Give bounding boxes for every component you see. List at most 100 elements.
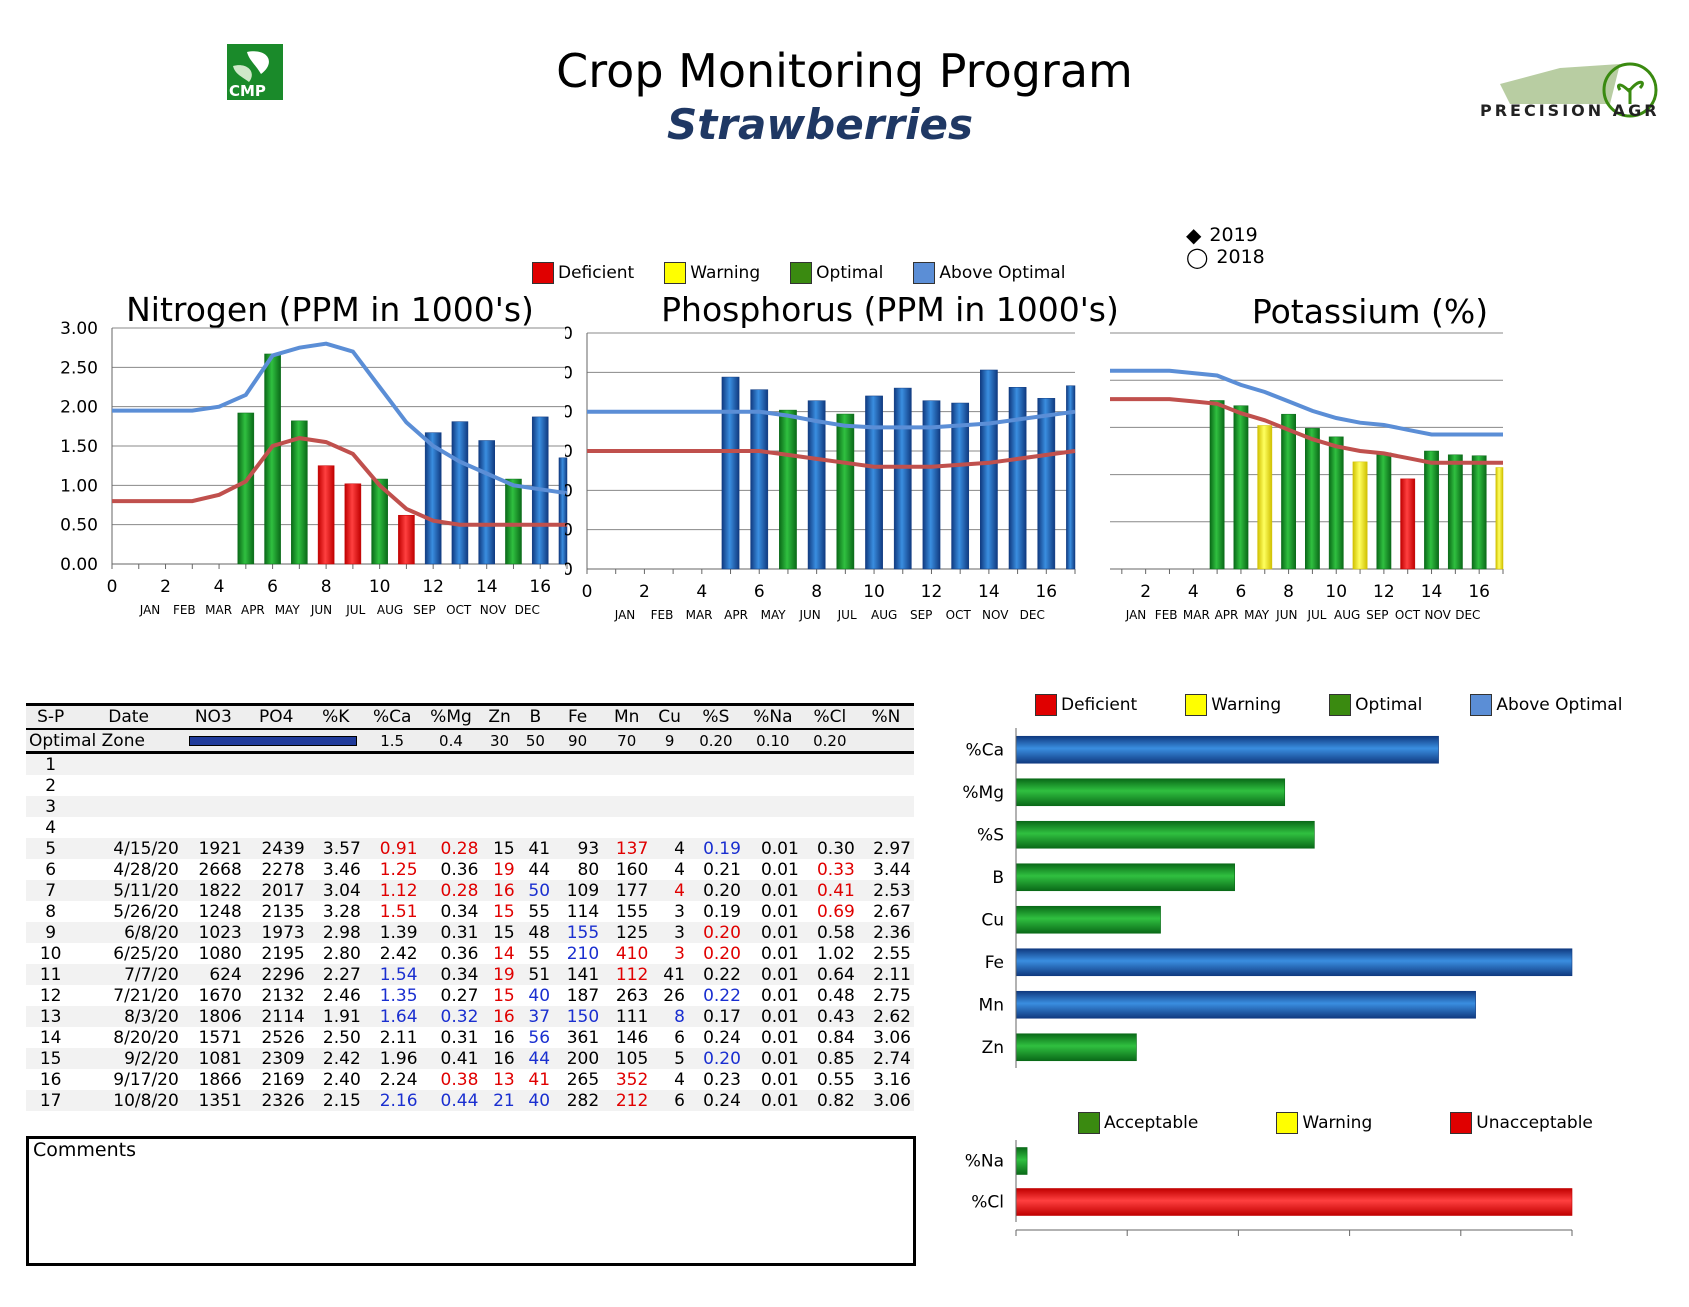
table-cell: 4 <box>674 859 685 880</box>
comments-box[interactable]: Comments <box>26 1136 916 1266</box>
table-cell <box>688 775 744 796</box>
comments-label: Comments <box>33 1139 136 1161</box>
bar <box>1037 398 1056 570</box>
table-cell: 1.25 <box>379 859 418 880</box>
table-cell: 0.82 <box>801 1090 858 1111</box>
table-cell: 0.64 <box>801 964 858 985</box>
legend-item: Warning <box>664 262 760 284</box>
column-header: %S <box>687 703 744 730</box>
hbar <box>1015 735 1439 764</box>
table-cell: 0.01 <box>760 1069 799 1090</box>
x-tick-label: 6 <box>754 582 765 602</box>
bar <box>1209 400 1225 570</box>
table-row: 5 4/15/20 1921 2439 3.57 0.91 0.28 15 41 93 137 4 0.… <box>26 838 914 859</box>
table-cell: 4 <box>651 838 688 859</box>
table-cell: 5/26/20 <box>113 901 179 922</box>
optimal-zone-value: 0.10 <box>743 729 802 754</box>
table-cell: 0.22 <box>687 964 744 985</box>
bar <box>478 440 495 565</box>
table-cell: 0.27 <box>440 985 479 1006</box>
table-cell: 2.46 <box>322 985 361 1006</box>
legend-label: Optimal <box>816 263 884 283</box>
sample-number: 14 <box>39 1027 62 1048</box>
optimal-zone-value <box>857 729 914 754</box>
leaf-icon: CMP <box>229 51 269 100</box>
sample-number: 17 <box>26 1090 76 1111</box>
table-cell <box>602 796 652 817</box>
bar-label: %Na <box>965 1152 1004 1172</box>
table-cell: 0.20 <box>703 943 741 964</box>
hbar <box>1015 863 1235 892</box>
column-header: Mn <box>602 703 652 730</box>
bar <box>371 478 388 565</box>
x-tick-label: 0 <box>582 582 593 602</box>
table-cell: 1921 <box>181 838 245 859</box>
table-cell: 15 <box>481 922 518 943</box>
table-cell: 210 <box>566 943 600 964</box>
sample-number: 11 <box>26 964 76 985</box>
y-tick-label: 1.00 <box>565 481 573 501</box>
y-tick-label: 0.00 <box>60 555 98 575</box>
table-cell: 55 <box>528 901 551 922</box>
table-cell: 80 <box>577 859 600 880</box>
table-cell: 2.98 <box>307 922 364 943</box>
table-cell: 0.01 <box>760 901 799 922</box>
table-cell <box>651 775 688 796</box>
x-tick-label: 4 <box>214 577 225 597</box>
table-row: 11 7/7/20 624 2296 2.27 1.54 0.34 19 51 141 112 41 0… <box>26 964 914 985</box>
table-cell: 0.01 <box>743 964 802 985</box>
table-cell: 2.53 <box>857 880 914 901</box>
table-cell <box>182 817 245 838</box>
bar <box>1008 387 1027 570</box>
table-cell: 2.97 <box>857 838 914 859</box>
table-cell: 624 <box>181 964 245 985</box>
table-cell: 0.22 <box>703 985 741 1006</box>
table-cell: 4/15/20 <box>75 838 182 859</box>
optimal-zone-label: Optimal Zone <box>26 729 182 754</box>
table-cell: 1351 <box>181 1090 245 1111</box>
table-cell: 0.30 <box>801 838 858 859</box>
nitrogen-chart-title: Nitrogen (PPM in 1000's) <box>126 290 534 329</box>
table-row: 14 8/20/20 1571 2526 2.50 2.11 0.31 16 56 361 146 6… <box>26 1027 914 1048</box>
table-cell <box>518 775 553 796</box>
bar <box>893 387 912 570</box>
table-row: 3 <box>26 796 914 817</box>
table-cell: 56 <box>528 1027 551 1048</box>
bar <box>237 412 255 565</box>
column-header: PO4 <box>244 703 308 730</box>
legend-item: Acceptable <box>1078 1112 1198 1134</box>
table-cell: 2.16 <box>363 1090 421 1111</box>
month-label: MAY <box>275 603 301 617</box>
optimal-zone-value: 0.4 <box>420 729 482 754</box>
table-cell: 0.69 <box>816 901 855 922</box>
column-header: B <box>517 703 554 730</box>
table-cell: 0.01 <box>760 859 799 880</box>
table-row: 17 10/8/20 1351 2326 2.15 2.16 0.44 21 40 282 212 6… <box>26 1090 914 1111</box>
column-header: S-P <box>26 703 76 730</box>
bar <box>1447 454 1463 570</box>
table-cell: 410 <box>615 943 649 964</box>
bar <box>1424 450 1439 570</box>
legend-swatch <box>1329 694 1352 716</box>
bar-label: %Cl <box>971 1193 1004 1213</box>
table-cell <box>743 796 802 817</box>
table-cell: 0.36 <box>440 859 479 880</box>
table-cell: 16 <box>493 1027 515 1048</box>
optimal-zone-value: 1.5 <box>363 729 421 754</box>
table-cell: 7/7/20 <box>75 964 182 985</box>
table-cell <box>743 752 802 775</box>
salt-bar-chart: %Na %Cl <box>965 1140 1573 1236</box>
table-cell: 26 <box>663 985 685 1006</box>
month-label: OCT <box>1395 608 1421 622</box>
x-tick-label: 16 <box>1468 582 1490 602</box>
column-header: %Cl <box>801 703 858 730</box>
table-cell: 2.36 <box>857 922 914 943</box>
phosphorus-chart: 0.00 0.50 1.00 1.50 2.00 2.50 3.00 0 2 4 6 8 10 12 14 1… <box>565 325 1076 622</box>
lower-limit-line <box>1110 397 1503 465</box>
table-cell <box>181 752 245 775</box>
table-cell: 1.02 <box>816 943 855 964</box>
table-cell: 105 <box>602 1048 652 1069</box>
table-cell <box>602 775 651 796</box>
month-label: NOV <box>480 603 507 617</box>
